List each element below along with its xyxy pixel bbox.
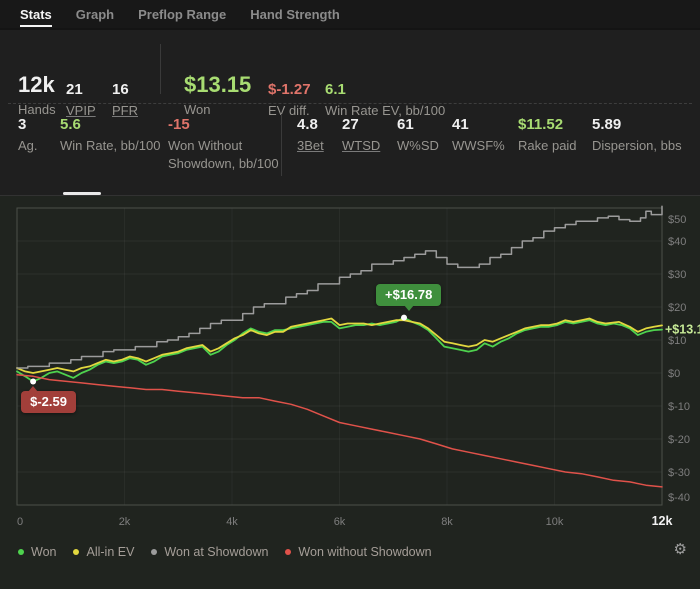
stat-won: $13.15 Won <box>184 72 251 119</box>
svg-text:2k: 2k <box>119 516 131 528</box>
stats-scrollbar-thumb[interactable] <box>63 192 101 195</box>
stat-3bet: 4.8 3Bet <box>297 116 324 155</box>
stat-vpip-value: 21 <box>66 81 83 98</box>
stat-aggression-label: Ag. <box>18 138 38 154</box>
legend-label: All-in EV <box>86 545 135 559</box>
stat-wtsd: 27 WTSD <box>342 116 380 155</box>
svg-text:$-40: $-40 <box>668 492 690 504</box>
svg-text:12k: 12k <box>652 514 673 528</box>
legend-label: Won at Showdown <box>164 545 269 559</box>
gear-icon[interactable]: ⚙ <box>673 541 687 558</box>
stat-won-value: $13.15 <box>184 72 252 97</box>
stat-wtsd-value: 27 <box>342 116 359 133</box>
stat-pfr-value: 16 <box>112 81 129 98</box>
won-series-dot-icon <box>18 549 24 555</box>
svg-text:$20: $20 <box>668 302 686 314</box>
svg-text:4k: 4k <box>226 516 238 528</box>
tab-bar: Stats Graph Preflop Range Hand Strength <box>0 0 700 30</box>
svg-text:$-10: $-10 <box>668 401 690 413</box>
svg-text:$40: $40 <box>668 236 686 248</box>
winnings-chart[interactable]: $50 $40 $30 $20 $10 $0 $-10 $-20 $-30 $-40 +$13.15… <box>0 196 700 536</box>
svg-text:$-30: $-30 <box>668 467 690 479</box>
stat-pfr: 16 PFR <box>112 81 138 120</box>
svg-text:$0: $0 <box>668 368 680 380</box>
stat-aggression: 3 Ag. <box>18 116 38 155</box>
stat-rake-paid-value: $11.52 <box>518 116 564 133</box>
peak-value-tooltip-text: +$16.78 <box>385 286 433 302</box>
peak-value-tooltip: +$16.78 <box>376 283 442 311</box>
stat-wsd: 61 W%SD <box>397 116 439 155</box>
stats-divider <box>160 44 161 94</box>
tab-preflop-range[interactable]: Preflop Range <box>138 6 227 22</box>
won-at-showdown-series-dot-icon <box>151 549 158 555</box>
stat-hands-label: Hands <box>18 102 56 118</box>
tab-graph[interactable]: Graph <box>75 6 115 22</box>
svg-text:$10: $10 <box>668 335 686 347</box>
stats-panel: 12k Hands 21 VPIP 16 PFR $13.15 Won $-1.… <box>0 30 700 196</box>
winnings-graph-panel: $50 $40 $30 $20 $10 $0 $-10 $-20 $-30 $-40 +$13.15… <box>0 196 700 589</box>
stat-winrate: 5.6 Win Rate, bb/100 <box>60 116 160 155</box>
chart-legend: Won All-in EV Won at Showdown Won withou… <box>18 545 432 559</box>
stat-ev-diff: $-1.27 EV diff. <box>268 81 311 120</box>
stat-wwsf-value: 41 <box>452 116 469 133</box>
min-value-tooltip: $-2.59 <box>21 385 76 413</box>
svg-text:10k: 10k <box>546 516 564 528</box>
svg-text:6k: 6k <box>334 516 346 528</box>
stat-3bet-value: 4.8 <box>297 116 318 133</box>
tab-stats[interactable]: Stats <box>20 0 52 29</box>
stats-row-separator <box>8 103 692 104</box>
svg-text:8k: 8k <box>441 516 453 528</box>
legend-item-won-at-showdown[interactable]: Won at Showdown <box>151 545 268 559</box>
stat-pfr-label[interactable]: PFR <box>112 103 138 119</box>
stat-dispersion-label: Dispersion, bbs <box>592 138 682 154</box>
legend-item-won-without-showdown[interactable]: Won without Showdown <box>285 545 432 559</box>
stat-winrate-ev: 6.1 Win Rate EV, bb/100 <box>325 81 445 120</box>
stat-won-without-sd-value: -15 <box>168 116 190 133</box>
stat-vpip-label[interactable]: VPIP <box>66 103 96 119</box>
svg-text:$-20: $-20 <box>668 434 690 446</box>
svg-text:0: 0 <box>17 516 23 528</box>
stat-won-without-sd: -15 Won Without Showdown, bb/100 <box>168 116 280 172</box>
legend-item-allin-ev[interactable]: All-in EV <box>73 545 134 559</box>
stat-winrate-ev-value: 6.1 <box>325 81 346 98</box>
won-without-showdown-series-dot-icon <box>285 549 292 555</box>
stat-wwsf: 41 WWSF% <box>452 116 505 155</box>
stat-ev-diff-label: EV diff. <box>268 103 310 119</box>
stat-dispersion-value: 5.89 <box>592 116 622 133</box>
stat-wtsd-label[interactable]: WTSD <box>342 138 381 154</box>
stat-dispersion: 5.89 Dispersion, bbs <box>592 116 682 155</box>
stat-aggression-value: 3 <box>18 116 27 133</box>
min-value-tooltip-text: $-2.59 <box>30 393 67 409</box>
stat-3bet-label[interactable]: 3Bet <box>297 138 324 154</box>
stat-vpip: 21 VPIP <box>66 81 96 120</box>
svg-text:$30: $30 <box>668 269 686 281</box>
svg-text:+$13.15: +$13.15 <box>665 323 700 337</box>
stat-ev-diff-value: $-1.27 <box>268 81 311 98</box>
stat-winrate-value: 5.6 <box>60 116 81 133</box>
stat-rake-paid-label: Rake paid <box>518 138 577 154</box>
stat-hands-value: 12k <box>18 72 55 97</box>
legend-label: Won without Showdown <box>298 545 432 559</box>
stat-wsd-value: 61 <box>397 116 414 133</box>
tab-hand-strength[interactable]: Hand Strength <box>250 6 340 22</box>
stat-won-label: Won <box>184 102 211 118</box>
legend-item-won[interactable]: Won <box>18 545 56 559</box>
allin-ev-series-dot-icon <box>73 549 80 555</box>
stat-hands: 12k Hands <box>18 72 56 119</box>
stat-wwsf-label: WWSF% <box>452 138 505 154</box>
legend-label: Won <box>31 545 57 559</box>
stat-wsd-label: W%SD <box>397 138 439 154</box>
stat-rake-paid: $11.52 Rake paid <box>518 116 577 155</box>
stat-winrate-label: Win Rate, bb/100 <box>60 138 161 154</box>
stat-winrate-ev-label: Win Rate EV, bb/100 <box>325 103 446 119</box>
stats-divider <box>281 114 282 176</box>
svg-text:$50: $50 <box>668 214 686 226</box>
stat-won-without-sd-label: Won Without Showdown, bb/100 <box>168 138 279 171</box>
